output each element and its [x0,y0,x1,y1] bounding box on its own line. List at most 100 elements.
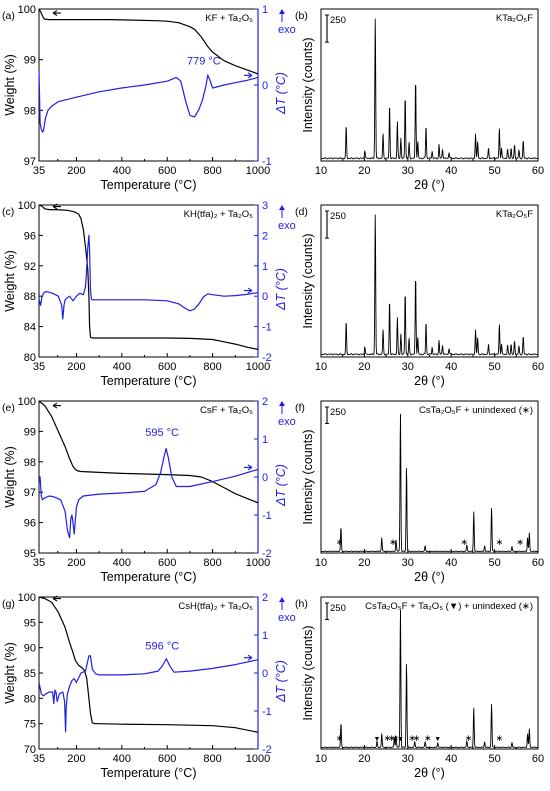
x-tick-label: 50 [488,165,500,177]
dta-axis-arrow-icon [244,654,253,661]
phase-label: CsTa₂O₅F + unindexed (∗) [419,405,533,416]
panel-label: (e) [2,402,15,414]
y-tick-label: 97 [24,487,36,499]
plot-frame [320,204,539,358]
y-axis-label: Weight (%) [3,446,17,508]
y-tick-label: 96 [24,230,36,242]
x-tick-label: 600 [158,361,176,373]
y2-tick-label: 1 [262,630,268,642]
x-tick-label: 40 [445,753,457,765]
y-tick-label: 100 [18,200,36,212]
plot-frame [38,204,259,358]
scale-bar-label: 250 [330,15,346,26]
sample-label: CsH(tfa)₂ + Ta₂O₅ [178,601,253,612]
x-tick-label: 1000 [246,165,270,177]
panel-label: (a) [2,10,15,22]
phase-marker: ∗ [336,537,344,547]
weight-axis-arrow-icon [52,595,61,602]
y2-tick-label: 2 [262,230,268,242]
x-tick-label: 600 [158,753,176,765]
phase-label: KTa₂O₅F [496,209,533,220]
x-tick-label: 200 [67,361,85,373]
y2-axis-label: ΔT (°C) [274,72,288,115]
dta-axis-arrow-icon [244,287,253,294]
y2-tick-label: 1 [262,261,268,273]
scale-bar-label: 250 [330,603,346,614]
y-tick-label: 80 [24,693,36,705]
panel-b: (b) 10 20 30 40 50 60 2θ (°) 250 KTa₂O₅F Intensity… [295,8,544,192]
y2-tick-label: -2 [262,548,272,560]
x-tick-label: 60 [532,165,544,177]
y2-tick-label: -2 [262,744,272,756]
y-tick-label: 70 [24,744,36,756]
x-tick-label: 1000 [246,557,270,569]
plot-frame [320,8,539,162]
phase-marker: ∗ [413,733,421,743]
phase-marker: ∗ [388,733,396,743]
x-tick-label: 600 [158,557,176,569]
xrd-pattern [320,214,539,356]
y2-tick-label: 0 [262,291,268,303]
x-tick-label: 60 [532,557,544,569]
x-tick-label: 30 [402,557,414,569]
y2-axis-label: ΔT (°C) [274,464,288,507]
scale-bar-label: 250 [330,211,346,222]
panel-label: (f) [295,402,305,414]
x-tick-label: 800 [203,165,221,177]
x-axis-label: Temperature (°C) [101,178,197,192]
plot-frame [38,400,259,554]
weight-curve [38,204,259,350]
x-tick-label: 800 [203,557,221,569]
phase-marker: ∗ [391,733,399,743]
y2-tick-label: 2 [262,592,268,604]
phase-marker: ▼ [434,736,441,743]
y2-tick-label: 0 [262,668,268,680]
y-tick-label: 95 [24,548,36,560]
phase-label: KTa₂O₅F [496,13,533,24]
y-tick-label: 100 [18,4,36,16]
y-axis-label: Intensity (counts) [301,233,315,328]
dta-axis-arrow-icon [244,72,253,79]
y-axis-label: Intensity (counts) [301,37,315,132]
y-axis-label: Weight (%) [3,250,17,312]
y-tick-label: 100 [18,396,36,408]
y2-tick-label: -1 [262,156,272,168]
y2-tick-label: 2 [262,396,268,408]
weight-axis-arrow-icon [52,10,61,17]
exo-arrow-icon [279,205,285,210]
phase-marker: ∗ [389,537,397,547]
x-axis-label: Temperature (°C) [101,374,197,388]
y-tick-label: 99 [24,426,36,438]
phase-marker: ∗ [496,733,504,743]
x-tick-label: 800 [203,753,221,765]
x-tick-label: 35 [33,753,45,765]
exo-arrow-icon [279,9,285,14]
y-tick-label: 92 [24,261,36,273]
y2-axis-label: ΔT (°C) [274,268,288,311]
y-tick-label: 98 [24,457,36,469]
x-tick-label: 40 [445,361,457,373]
y2-tick-label: -1 [262,322,272,334]
y-tick-label: 99 [24,55,36,67]
x-tick-label: 60 [532,753,544,765]
y-tick-label: 84 [24,322,36,334]
x-tick-label: 200 [67,557,85,569]
y2-tick-label: 1 [262,434,268,446]
xrd-pattern [320,609,539,749]
x-axis-label: 2θ (°) [414,570,445,584]
x-tick-label: 10 [315,557,327,569]
plot-frame [320,596,539,750]
panel-label: (h) [295,598,308,610]
y-tick-label: 100 [18,592,36,604]
y2-tick-label: -1 [262,510,272,522]
y2-tick-label: 1 [262,4,268,16]
x-tick-label: 35 [33,165,45,177]
panel-h: (h) 10 20 30 40 50 60 2θ (°) 250 CsTa₂O₅F + Ta₂O₅… [295,596,544,780]
x-tick-label: 800 [203,361,221,373]
x-tick-label: 60 [532,361,544,373]
sample-label: KH(tfa)₂ + Ta₂O₅ [184,209,254,220]
x-tick-label: 30 [402,753,414,765]
x-tick-label: 20 [358,361,370,373]
